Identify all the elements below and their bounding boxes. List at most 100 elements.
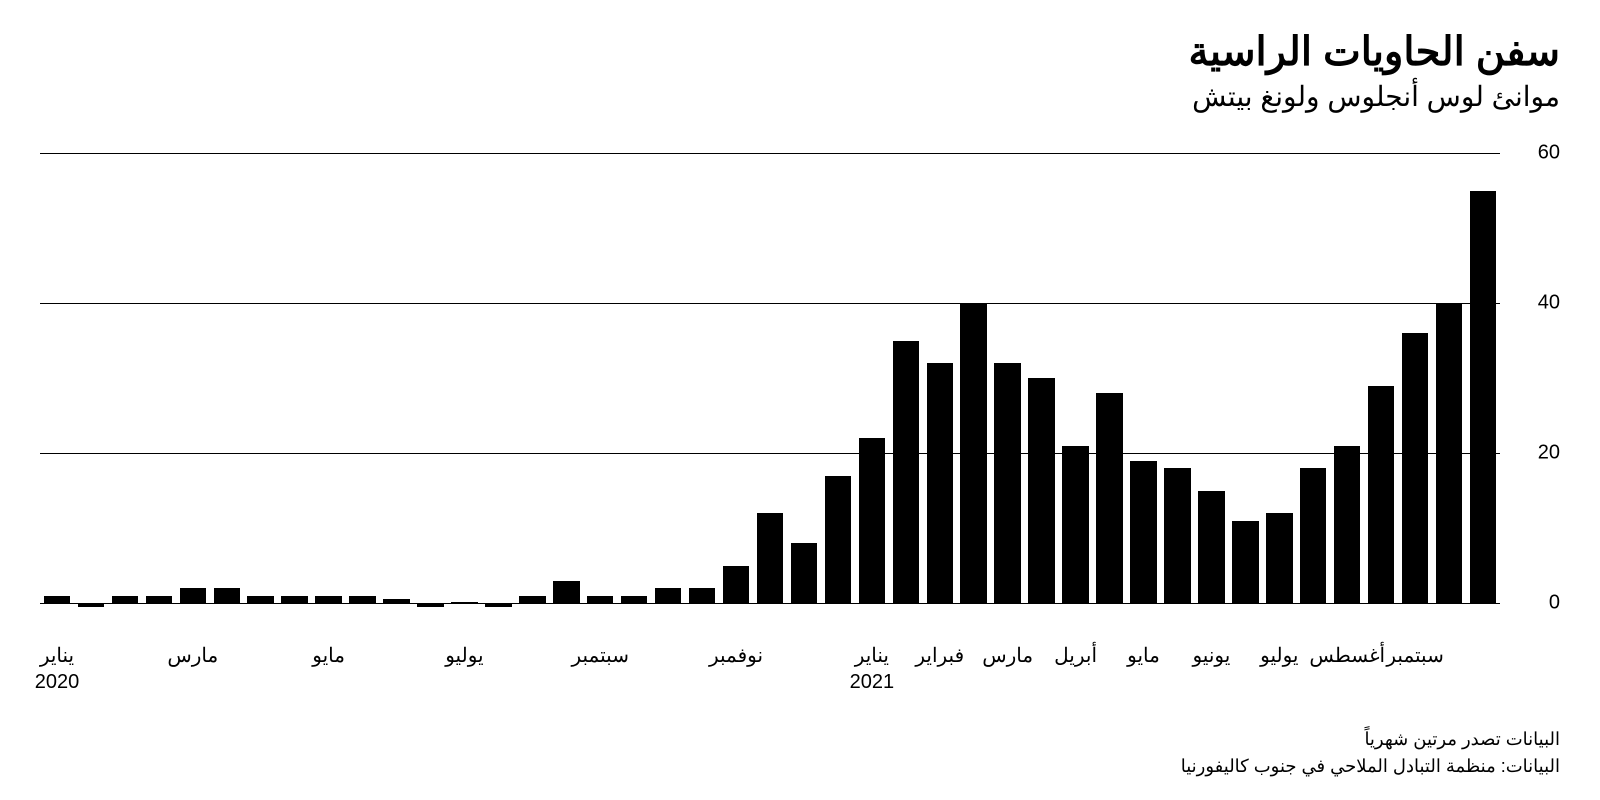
bar [723, 566, 749, 604]
bar [44, 596, 70, 604]
footnote-frequency: البيانات تصدر مرتين شهرياً [1181, 726, 1560, 753]
x-tick-label: سبتمبر [1386, 643, 1443, 669]
bar-slot [549, 153, 583, 633]
bar-slot [515, 153, 549, 633]
chart-title: سفن الحاويات الراسية [40, 30, 1560, 74]
bar-slot [1398, 153, 1432, 633]
x-tick-label: أبريل [1054, 643, 1097, 669]
x-tick-year: 2021 [850, 669, 895, 695]
bar [1266, 513, 1292, 603]
bar-slot [74, 153, 108, 633]
bar [1436, 303, 1462, 603]
bar [1334, 446, 1360, 604]
bar [519, 596, 545, 604]
x-tick-label: يوليو [445, 643, 483, 669]
bar-slot [40, 153, 74, 633]
bar [553, 581, 579, 604]
bar [1198, 491, 1224, 604]
bar-slot [1432, 153, 1466, 633]
footnote-source: البيانات: منظمة التبادل الملاحي في جنوب … [1181, 753, 1560, 780]
bar-slot [210, 153, 244, 633]
x-tick-year: 2020 [35, 669, 80, 695]
bar-slot [1228, 153, 1262, 633]
bar [247, 596, 273, 604]
bar-slot [923, 153, 957, 633]
bar-slot [787, 153, 821, 633]
x-tick-month: مارس [982, 645, 1033, 667]
y-tick-label: 20 [1504, 442, 1560, 465]
bar-slot [380, 153, 414, 633]
x-tick-label: نوفمبر [709, 643, 763, 669]
bar-slot [244, 153, 278, 633]
bar [994, 363, 1020, 603]
x-tick-month: أغسطس [1309, 645, 1385, 667]
bar [1368, 386, 1394, 604]
bar-slot [447, 153, 481, 633]
bar-slot [176, 153, 210, 633]
x-tick-label: مايو [312, 643, 345, 669]
bar-slot [1059, 153, 1093, 633]
bar [1232, 521, 1258, 604]
x-tick-month: أبريل [1054, 645, 1097, 667]
bar [927, 363, 953, 603]
x-tick-label: يونيو [1192, 643, 1230, 669]
bar [791, 543, 817, 603]
chart-area: 0204060 [40, 153, 1560, 633]
x-tick-label: يناير2021 [850, 643, 895, 695]
bar-slot [583, 153, 617, 633]
x-tick-month: يناير [40, 645, 74, 667]
bar [112, 596, 138, 604]
bar [78, 603, 104, 607]
bar [757, 513, 783, 603]
x-axis: يناير2020مارسمايويوليوسبتمبرنوفمبريناير2… [40, 643, 1500, 713]
bar-slot [1466, 153, 1500, 633]
x-tick-label: أغسطس [1309, 643, 1385, 669]
x-tick-month: يوليو [1260, 645, 1298, 667]
bar [621, 596, 647, 604]
plot-area [40, 153, 1500, 633]
chart-subtitle: موانئ لوس أنجلوس ولونغ بيتش [40, 80, 1560, 113]
x-tick-month: مايو [1127, 645, 1160, 667]
bar-slot [1296, 153, 1330, 633]
x-tick-month: مايو [312, 645, 345, 667]
bar-slot [651, 153, 685, 633]
bar-slot [312, 153, 346, 633]
bar [1300, 468, 1326, 603]
bar-slot [855, 153, 889, 633]
x-tick-label: مايو [1127, 643, 1160, 669]
bar [1028, 378, 1054, 603]
bar [1062, 446, 1088, 604]
bar-slot [957, 153, 991, 633]
x-tick-month: مارس [167, 645, 218, 667]
bars-container [40, 153, 1500, 633]
bar [587, 596, 613, 604]
bar-slot [1194, 153, 1228, 633]
x-tick-month: سبتمبر [1386, 645, 1443, 667]
bar-slot [346, 153, 380, 633]
bar [485, 603, 511, 607]
x-tick-label: يوليو [1260, 643, 1298, 669]
bar [825, 476, 851, 604]
x-tick-label: فبراير [915, 643, 964, 669]
x-tick-label: مارس [167, 643, 218, 669]
bar [349, 596, 375, 604]
bar-slot [481, 153, 515, 633]
bar-slot [108, 153, 142, 633]
bar-slot [1093, 153, 1127, 633]
x-tick-month: يناير [855, 645, 889, 667]
bar-slot [753, 153, 787, 633]
bar-slot [617, 153, 651, 633]
bar [451, 602, 477, 603]
x-tick-label: يناير2020 [35, 643, 80, 695]
bar [383, 599, 409, 603]
bar-slot [1330, 153, 1364, 633]
bar-slot [821, 153, 855, 633]
bar [655, 588, 681, 603]
bar [960, 303, 986, 603]
bar-slot [1127, 153, 1161, 633]
bar [180, 588, 206, 603]
x-tick-month: فبراير [915, 645, 964, 667]
bar [859, 438, 885, 603]
y-tick-label: 60 [1504, 142, 1560, 165]
bar [1130, 461, 1156, 604]
